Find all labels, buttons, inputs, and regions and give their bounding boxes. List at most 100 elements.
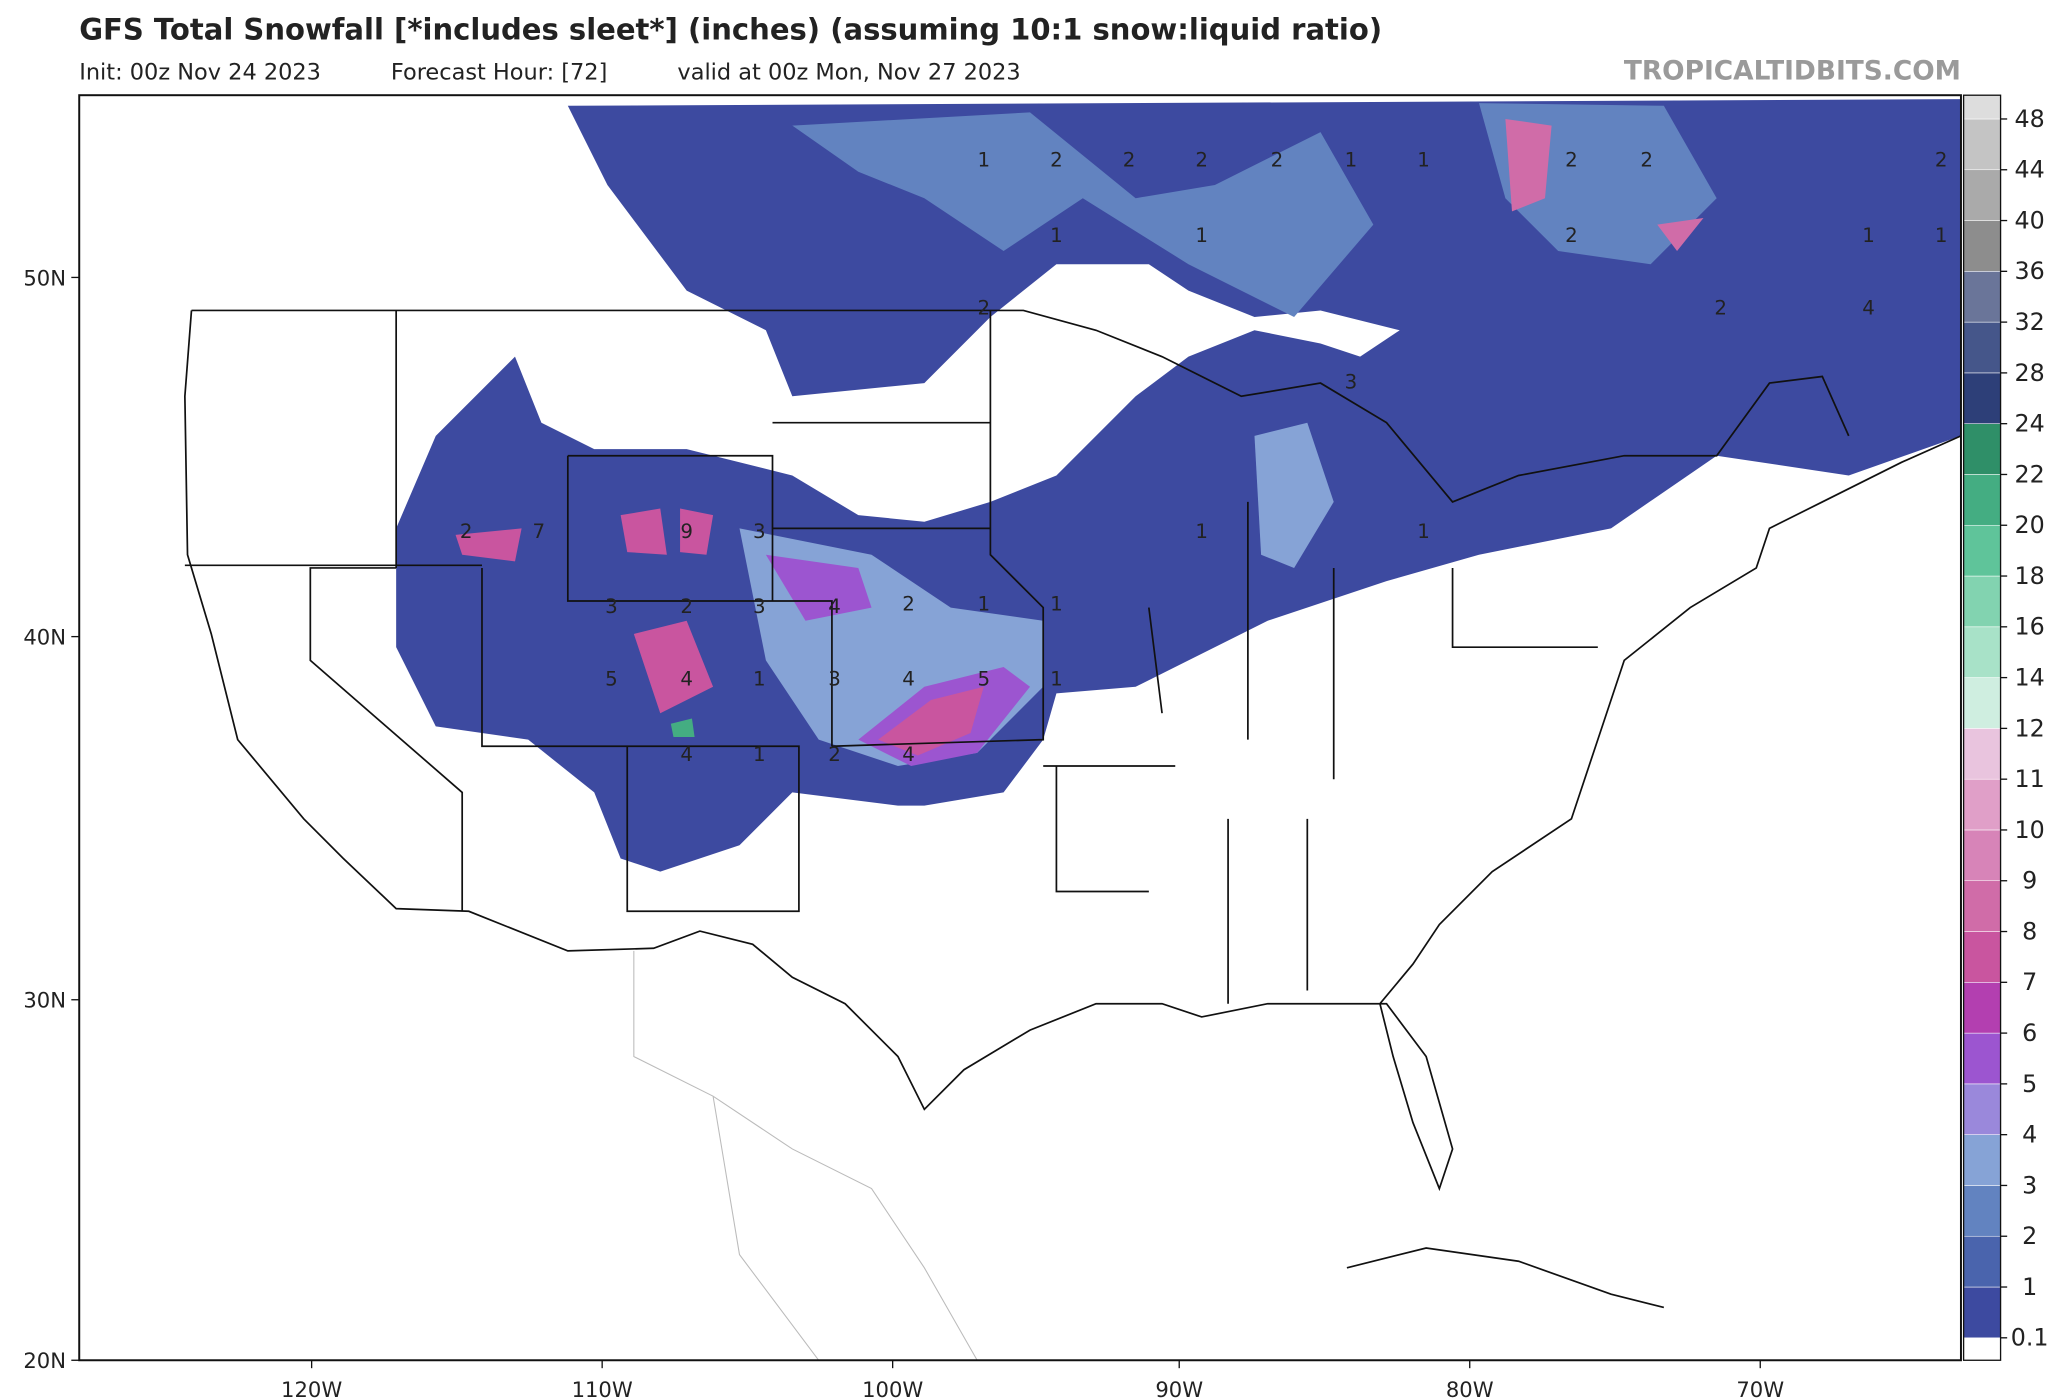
cuba: [1346, 1247, 1665, 1309]
snowfall-shading: [396, 99, 1961, 872]
colorbar-below-min: [1963, 1337, 2001, 1361]
snow-area: [878, 686, 984, 756]
contour-label: 2: [1050, 149, 1063, 172]
contour-label: 1: [1050, 592, 1063, 615]
colorbar-label: 5: [2022, 1070, 2037, 1098]
colorbar-segment: [1963, 880, 2001, 932]
map: 2 7 9 3 3 2 3 4 2 1 1 5 4 1 3 4 5 1 4 1 2 4 1 2 2 2 2 1 1 2 2 2 1 1 2 1 1 2 2 4…: [79, 95, 1962, 1361]
contour-label: 1: [1417, 520, 1430, 543]
contour-label: 3: [1345, 371, 1358, 394]
colorbar-label: 12: [2015, 714, 2045, 742]
contour-label: 1: [1935, 224, 1948, 247]
colorbar-label: 9: [2022, 867, 2037, 895]
contour-label: 2: [1123, 149, 1136, 172]
colorbar-label: 4: [2022, 1121, 2037, 1149]
contour-label: 2: [1565, 149, 1578, 172]
snow-area: [670, 718, 695, 737]
colorbar-segment: [1963, 626, 2001, 678]
colorbar-segment: [1963, 778, 2001, 831]
contour-label: 1: [1195, 224, 1208, 247]
colorbar-label: 20: [2015, 511, 2045, 539]
title: GFS Total Snowfall [*includes sleet*] (i…: [79, 13, 1382, 47]
colorbar-segment: [1963, 372, 2001, 424]
colorbar-segment: [1963, 1134, 2001, 1186]
lat-label: 20N: [23, 1348, 66, 1373]
contour-label: 1: [977, 592, 990, 615]
colorbar-label: 2: [2022, 1222, 2037, 1250]
snow-area: [765, 554, 872, 621]
map-frame: [78, 94, 1962, 1362]
contour-label: 7: [532, 520, 545, 543]
contour-label: 2: [1935, 149, 1948, 172]
colorbar-label: 7: [2022, 968, 2037, 996]
colorbar-label: 44: [2015, 156, 2045, 184]
watermark: TROPICALTIDBITS.COM: [1624, 55, 1961, 86]
colorbar-label: 24: [2015, 410, 2045, 438]
contour-label: 2: [460, 520, 473, 543]
contour-label: 2: [1640, 149, 1653, 172]
colorbar-segment: [1963, 575, 2001, 628]
colorbar-label: 14: [2015, 664, 2045, 692]
colorbar-label: 40: [2015, 206, 2045, 234]
colorbar-label: 18: [2015, 562, 2045, 590]
valid-time: valid at 00z Mon, Nov 27 2023: [677, 59, 1020, 85]
mexico-borders: [633, 950, 978, 1361]
colorbar-frame: [1962, 94, 2002, 1361]
colorbar-label: 22: [2015, 460, 2045, 488]
colorbar-segment: [1963, 271, 2001, 323]
contour-label: 2: [1565, 224, 1578, 247]
snow-area: [1505, 118, 1704, 252]
contour-label: 2: [680, 595, 693, 618]
coastline: [184, 310, 1962, 1192]
lon-label: 90W: [1155, 1377, 1203, 1400]
contour-label: 4: [680, 668, 693, 691]
contour-label: 4: [902, 743, 915, 766]
lon-label: 70W: [1736, 1377, 1784, 1400]
colorbar-label: 48: [2015, 105, 2045, 133]
contour-label: 1: [1345, 149, 1358, 172]
contour-label: 1: [1050, 668, 1063, 691]
colorbar-label: 8: [2022, 917, 2037, 945]
lat-label: 40N: [23, 625, 66, 650]
contour-label: 4: [828, 595, 841, 618]
colorbar-segment: [1963, 1235, 2001, 1288]
contour-label: 3: [753, 595, 766, 618]
canada-border: [191, 309, 1850, 503]
colorbar-segment: [1963, 982, 2001, 1034]
lon-label: 80W: [1446, 1377, 1494, 1400]
forecast-hour: Forecast Hour: [72]: [391, 59, 607, 85]
lon-label: 100W: [862, 1377, 923, 1400]
init-time: Init: 00z Nov 24 2023: [79, 59, 321, 85]
contour-label: 5: [977, 668, 990, 691]
contour-label: 1: [1195, 520, 1208, 543]
colorbar-label: 36: [2015, 257, 2045, 285]
contour-label: 2: [1714, 297, 1727, 320]
contour-label: 1: [1862, 224, 1875, 247]
contour-label: 5: [605, 668, 618, 691]
contour-label: 2: [1271, 149, 1284, 172]
contour-label: 1: [753, 668, 766, 691]
colorbar-segment: [1963, 94, 2001, 120]
colorbar-segment: [1963, 931, 2001, 983]
colorbar-segment: [1963, 677, 2001, 729]
lon-label: 120W: [281, 1377, 342, 1400]
contour-label: 1: [753, 743, 766, 766]
colorbar-segment: [1963, 321, 2001, 374]
contour-label: 2: [828, 743, 841, 766]
snow-area: [792, 112, 1374, 318]
contour-label: 1: [977, 149, 990, 172]
colorbar-segment: [1963, 1083, 2001, 1135]
colorbar-label: 1: [2022, 1273, 2037, 1301]
colorbar-segment: [1963, 423, 2001, 475]
contour-label: 3: [753, 520, 766, 543]
contour-label: 3: [605, 595, 618, 618]
colorbar-segment: [1963, 1286, 2001, 1339]
colorbar-label: 16: [2015, 613, 2045, 641]
state-borders: [184, 310, 1598, 1004]
colorbar-segment: [1963, 1032, 2001, 1085]
contour-label: 2: [902, 592, 915, 615]
colorbar-segment: [1963, 118, 2001, 171]
colorbar-segment: [1963, 829, 2001, 882]
colorbar-label: 32: [2015, 308, 2045, 336]
